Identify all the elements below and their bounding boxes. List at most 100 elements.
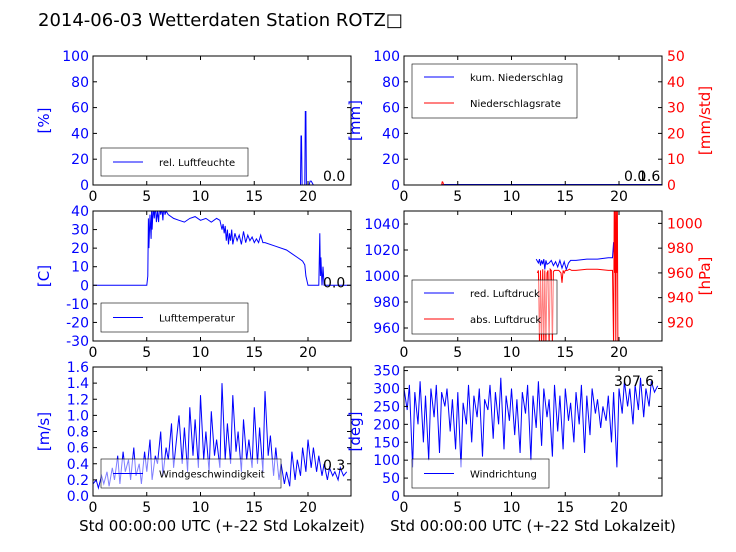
y-tick-label: -10 bbox=[66, 297, 89, 313]
y-tick-label: 40 bbox=[71, 126, 89, 142]
x-tick-label: 0 bbox=[89, 345, 98, 361]
y2-tick-label: 940 bbox=[667, 291, 694, 307]
x-tick-label: 10 bbox=[503, 500, 521, 516]
y2-tick-label: 960 bbox=[667, 266, 694, 282]
y-tick-label: 0 bbox=[391, 178, 400, 194]
legend-label: Niederschlagsrate bbox=[470, 99, 561, 110]
x-tick-label: 0 bbox=[89, 189, 98, 205]
figure-title: 2014-06-03 Wetterdaten Station ROTZ□ bbox=[38, 10, 403, 31]
legend-label: Windgeschwindigkeit bbox=[159, 470, 265, 481]
y-tick-label: 1.0 bbox=[67, 408, 89, 424]
x-tick-label: 15 bbox=[556, 189, 574, 205]
panel-frame bbox=[403, 55, 663, 186]
x-tick-label: 5 bbox=[453, 345, 462, 361]
legend-label: rel. Luftfeuchte bbox=[159, 158, 235, 169]
y2-tick-label: 40 bbox=[667, 75, 685, 91]
y-tick-label: 0 bbox=[80, 178, 89, 194]
legend-label: kum. Niederschlag bbox=[470, 73, 563, 84]
y-tick-label: 0.2 bbox=[67, 473, 89, 489]
x-tick-label: 5 bbox=[453, 189, 462, 205]
series-line-luftdruck-0 bbox=[535, 242, 616, 272]
y-tick-label: 10 bbox=[71, 260, 89, 276]
y-axis-label: [m/s] bbox=[35, 412, 53, 451]
last-value-label: 307.6 bbox=[614, 374, 654, 390]
y-tick-label: -20 bbox=[66, 315, 89, 331]
y-tick-label: 1.6 bbox=[67, 360, 89, 376]
x-tick-label: 20 bbox=[299, 345, 317, 361]
y2-axis-label: [hPa] bbox=[696, 257, 714, 296]
legend-label: Windrichtung bbox=[470, 470, 537, 481]
x-tick-label: 10 bbox=[503, 189, 521, 205]
series-line-temperatur-0 bbox=[93, 211, 351, 286]
x-tick-label: 10 bbox=[192, 345, 210, 361]
x-tick-label: 15 bbox=[245, 500, 263, 516]
y-tick-label: 0 bbox=[391, 489, 400, 505]
y-tick-label: 40 bbox=[382, 126, 400, 142]
x-tick-label: 0 bbox=[400, 500, 409, 516]
x-tick-label: 15 bbox=[556, 500, 574, 516]
x-tick-label: 15 bbox=[245, 189, 263, 205]
legend-box bbox=[411, 63, 578, 119]
y2-tick-label: 980 bbox=[667, 241, 694, 257]
panel-frame bbox=[92, 210, 352, 342]
x-tick-label: 20 bbox=[299, 500, 317, 516]
y-tick-label: 80 bbox=[382, 75, 400, 91]
y2-tick-label: 1000 bbox=[667, 216, 703, 232]
y-tick-label: 0 bbox=[80, 278, 89, 294]
y-tick-label: 20 bbox=[382, 152, 400, 168]
last-value-label: 0.0 bbox=[624, 169, 646, 185]
last-value-label: 0.0 bbox=[323, 275, 345, 291]
y-tick-label: 1040 bbox=[364, 217, 400, 233]
panel-feuchte: 0 5 10 15 20 0 20 40 60 80 100 [%] rel. Luftfeuchte 0… bbox=[35, 49, 352, 205]
x-tick-label: 20 bbox=[610, 345, 628, 361]
y-tick-label: 350 bbox=[373, 364, 400, 380]
x-axis-label: Std 00:00:00 UTC (+-22 Std Lokalzeit) bbox=[79, 517, 365, 535]
series-line-windrichtung-0 bbox=[404, 377, 659, 468]
y-tick-label: 960 bbox=[373, 321, 400, 337]
legend-box bbox=[411, 279, 558, 335]
y-tick-label: 20 bbox=[71, 152, 89, 168]
y-tick-label: 250 bbox=[373, 399, 400, 415]
legend-label: Lufttemperatur bbox=[159, 314, 236, 325]
x-tick-label: 15 bbox=[556, 345, 574, 361]
panel-temperatur: 0 5 10 15 20 -30 -20 -10 0 10 20 30 40 [C] Lufttempera… bbox=[35, 204, 352, 361]
y-tick-label: 1000 bbox=[364, 269, 400, 285]
y-tick-label: 20 bbox=[71, 241, 89, 257]
y-tick-label: 0.0 bbox=[67, 489, 89, 505]
x-tick-label: 5 bbox=[142, 500, 151, 516]
y2-tick-label: 20 bbox=[667, 126, 685, 142]
y-tick-label: -30 bbox=[66, 334, 89, 350]
y-tick-label: 100 bbox=[373, 49, 400, 65]
x-tick-label: 20 bbox=[610, 500, 628, 516]
y2-tick-label: 0 bbox=[667, 178, 676, 194]
legend-label: red. Luftdruck bbox=[470, 289, 540, 300]
last-value-right-label: 1.6 bbox=[638, 169, 660, 185]
y-axis-label: [%] bbox=[35, 108, 53, 134]
series-line-feuchte-0 bbox=[93, 111, 351, 185]
y-tick-label: 1020 bbox=[364, 243, 400, 259]
x-tick-label: 10 bbox=[503, 345, 521, 361]
y2-tick-label: 50 bbox=[667, 49, 685, 65]
y-tick-label: 0.4 bbox=[67, 457, 89, 473]
x-tick-label: 20 bbox=[610, 189, 628, 205]
y-tick-label: 60 bbox=[382, 101, 400, 117]
y2-tick-label: 920 bbox=[667, 315, 694, 331]
y-tick-label: 100 bbox=[373, 453, 400, 469]
y-tick-label: 40 bbox=[71, 204, 89, 220]
y2-axis-label: [mm/std] bbox=[696, 86, 714, 155]
x-tick-label: 5 bbox=[142, 345, 151, 361]
series-line-niederschlag-1 bbox=[404, 181, 662, 185]
y-tick-label: 1.4 bbox=[67, 376, 89, 392]
panel-frame bbox=[92, 55, 352, 186]
y-tick-label: 200 bbox=[373, 417, 400, 433]
y-tick-label: 60 bbox=[71, 101, 89, 117]
y-tick-label: 1.2 bbox=[67, 392, 89, 408]
x-tick-label: 15 bbox=[245, 345, 263, 361]
y2-tick-label: 10 bbox=[667, 152, 685, 168]
y-tick-label: 100 bbox=[62, 49, 89, 65]
last-value-label: 0.0 bbox=[323, 169, 345, 185]
x-tick-label: 0 bbox=[89, 500, 98, 516]
y-tick-label: 0.6 bbox=[67, 441, 89, 457]
legend-label: abs. Luftdruck bbox=[470, 315, 541, 326]
